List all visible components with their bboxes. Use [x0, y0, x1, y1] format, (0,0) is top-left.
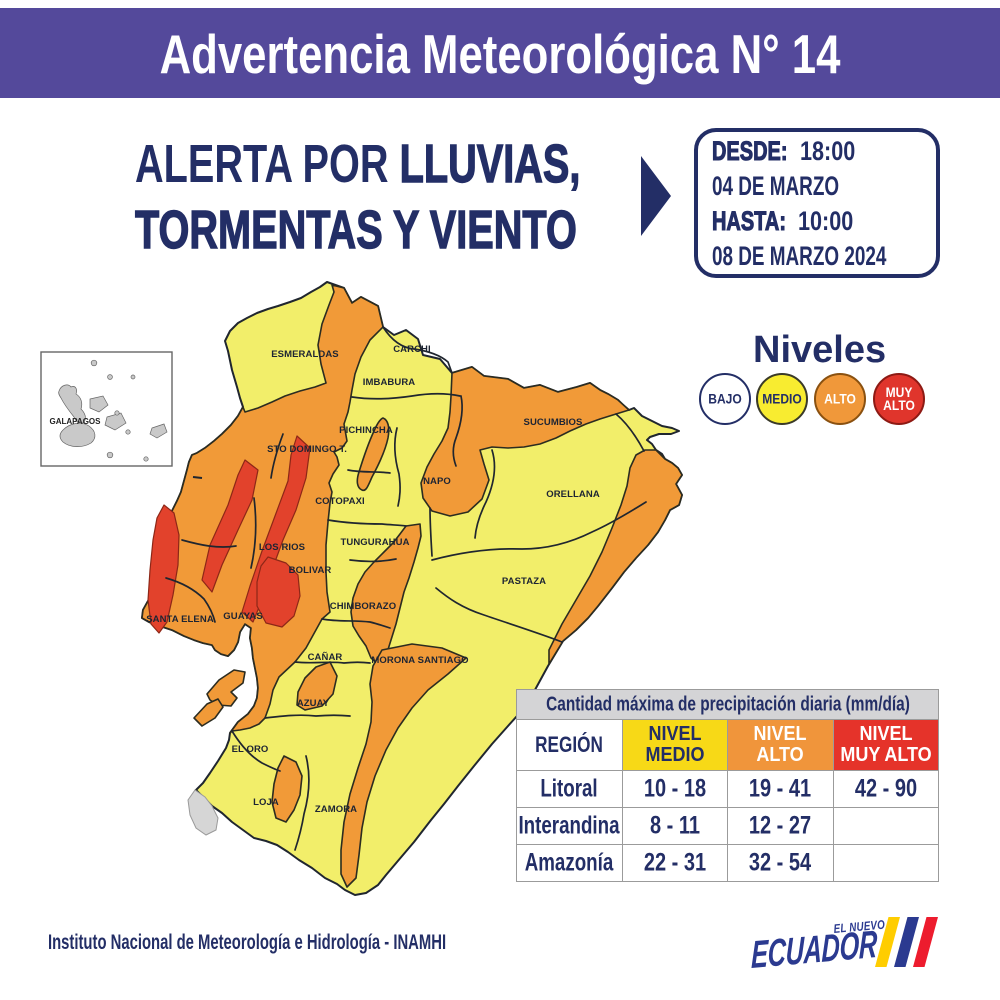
svg-text:MORONA SANTIAGO: MORONA SANTIAGO [371, 655, 468, 666]
svg-text:PASTAZA: PASTAZA [502, 576, 546, 587]
svg-text:LOJA: LOJA [253, 797, 279, 808]
svg-text:EL ORO: EL ORO [232, 744, 269, 755]
svg-text:ORELLANA: ORELLANA [546, 489, 600, 500]
svg-text:CAÑAR: CAÑAR [308, 652, 343, 663]
svg-text:GALAPAGOS: GALAPAGOS [50, 417, 102, 426]
svg-text:CHIMBORAZO: CHIMBORAZO [330, 601, 396, 612]
svg-text:SUCUMBIOS: SUCUMBIOS [524, 417, 583, 428]
svg-text:SANTA ELENA: SANTA ELENA [146, 614, 214, 625]
svg-text:TUNGURAHUA: TUNGURAHUA [340, 537, 409, 548]
svg-text:ECUADOR: ECUADOR [751, 921, 878, 975]
svg-text:AZUAY: AZUAY [297, 698, 330, 709]
svg-text:ZAMORA: ZAMORA [315, 804, 357, 815]
svg-text:COTOPAXI: COTOPAXI [315, 496, 365, 507]
svg-text:LOS RIOS: LOS RIOS [259, 542, 305, 553]
svg-text:IMBABURA: IMBABURA [363, 377, 416, 388]
svg-text:ESMERALDAS: ESMERALDAS [271, 349, 339, 360]
svg-text:BOLIVAR: BOLIVAR [289, 565, 332, 576]
svg-text:STO DOMINGO T.: STO DOMINGO T. [267, 444, 347, 455]
svg-text:CARCHI: CARCHI [393, 344, 431, 355]
svg-text:GUAYAS: GUAYAS [223, 611, 263, 622]
svg-text:NAPO: NAPO [423, 476, 451, 487]
svg-text:PICHINCHA: PICHINCHA [339, 425, 393, 436]
svg-text:EL NUEVO: EL NUEVO [833, 919, 885, 937]
